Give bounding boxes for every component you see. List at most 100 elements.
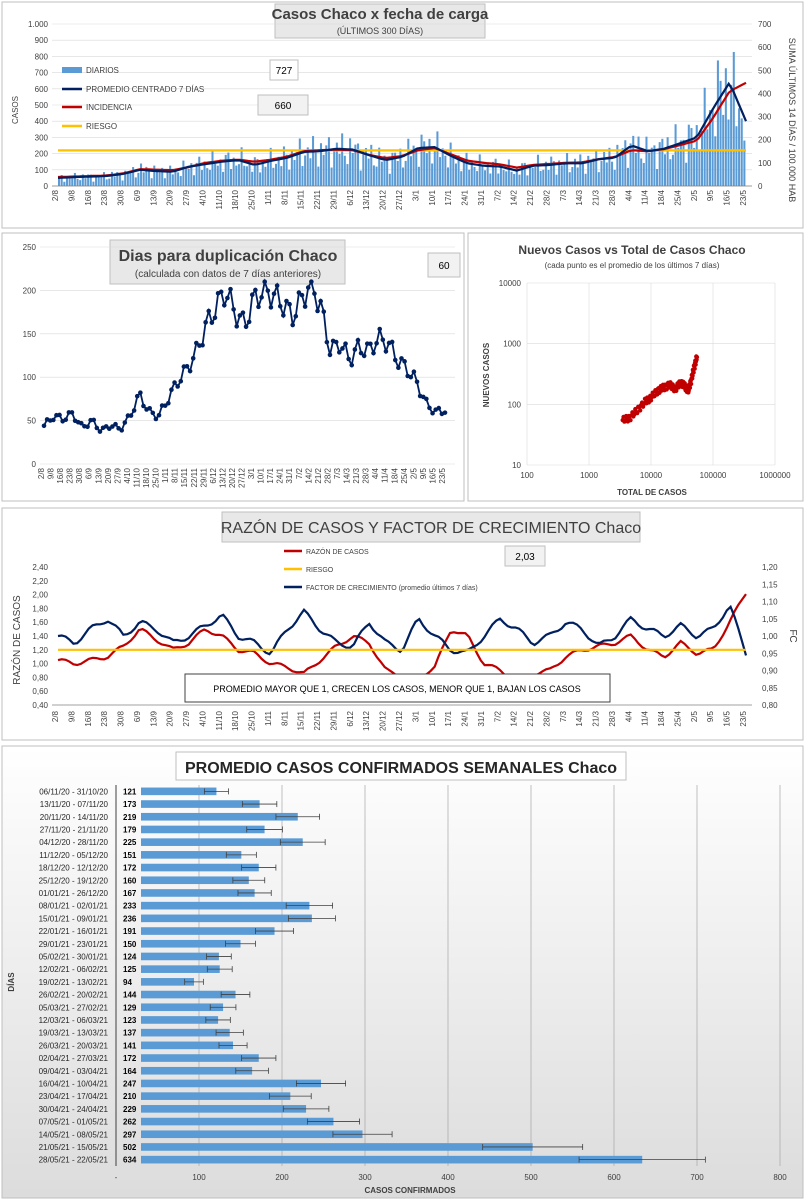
- daily-bar: [407, 138, 410, 186]
- daily-bar: [640, 158, 643, 186]
- duplication-point: [141, 403, 146, 409]
- weekly-bar: [141, 939, 241, 948]
- category-label: 16/04/21 - 10/04/21: [39, 1079, 109, 1088]
- x-tick-label: 16/5: [723, 710, 732, 726]
- y2-tick-label: 400: [758, 89, 772, 98]
- x-tick-label: 100000: [700, 471, 727, 480]
- duplication-point: [194, 340, 199, 346]
- y-tick-label: 0,80: [32, 673, 48, 682]
- daily-bar: [187, 168, 190, 186]
- weekly-bar: [141, 800, 260, 808]
- duplication-point: [147, 405, 152, 411]
- daily-bar: [478, 154, 481, 186]
- daily-bar: [716, 60, 719, 186]
- daily-bar: [523, 162, 526, 186]
- category-label: 30/04/21 - 24/04/21: [39, 1105, 109, 1114]
- daily-bar: [60, 174, 63, 186]
- x-tick-label: 27/9: [113, 467, 122, 483]
- daily-bar: [174, 168, 177, 186]
- x-tick-label: 11/10: [215, 189, 224, 209]
- duplication-point: [187, 368, 193, 374]
- scatter-points: [620, 354, 700, 424]
- duplication-point: [374, 341, 379, 346]
- value-label: 129: [123, 1003, 137, 1012]
- y-tick-label: 2,00: [32, 591, 48, 600]
- x-tick-label: 27/9: [182, 189, 191, 205]
- duplication-point: [368, 341, 373, 347]
- x-tick-label: 14/2: [510, 710, 519, 726]
- daily-bar: [510, 171, 513, 186]
- daily-bar: [497, 173, 500, 186]
- daily-bar: [592, 158, 595, 186]
- y-tick-label: 50: [27, 417, 36, 426]
- duplication-point: [131, 408, 137, 413]
- daily-bar: [116, 172, 119, 186]
- x-tick-label: 1/11: [161, 467, 170, 483]
- x-tick-label: 1/11: [264, 189, 273, 205]
- duplication-point: [383, 349, 389, 354]
- daily-bar: [367, 158, 370, 186]
- category-label: 12/03/21 - 06/03/21: [39, 1016, 109, 1025]
- duplication-point: [119, 428, 125, 433]
- title-box: [175, 751, 627, 781]
- category-label: 25/12/20 - 19/12/20: [39, 876, 109, 885]
- daily-bar: [380, 161, 383, 186]
- daily-bar: [166, 171, 169, 186]
- daily-bar: [89, 174, 92, 186]
- chart-title: Dias para duplicación Chaco: [119, 248, 338, 265]
- x-tick-label: 25/10: [248, 710, 257, 731]
- duplication-point: [389, 339, 395, 345]
- daily-bar: [698, 150, 701, 186]
- x-tick-label: 9/5: [419, 467, 428, 479]
- daily-bar: [158, 172, 161, 186]
- daily-bar: [227, 152, 230, 186]
- x-tick-label: 9/8: [47, 467, 56, 479]
- daily-bar: [126, 171, 129, 186]
- duplication-point: [234, 324, 240, 329]
- daily-bar: [499, 165, 502, 186]
- value-label: 502: [123, 1143, 137, 1152]
- daily-bar: [322, 154, 325, 186]
- callout-203: 2,03: [515, 552, 535, 563]
- x-tick-label: 16/8: [84, 189, 93, 205]
- weekly-bar: [141, 787, 217, 796]
- y-axis-right-label: SUMA ÚLTIMOS 14 DÍAS / 100.000 HAB: [787, 38, 797, 202]
- daily-bar: [256, 159, 259, 186]
- daily-bar: [653, 145, 656, 186]
- weekly-bar: [141, 1041, 234, 1050]
- grid: [526, 282, 776, 466]
- x-tick-label: 13/9: [149, 189, 158, 205]
- duplication-point: [277, 303, 283, 309]
- scatter-point: [691, 370, 696, 375]
- y-tick-label: 900: [35, 36, 49, 45]
- duplication-point: [169, 387, 174, 393]
- daily-bar: [335, 142, 338, 186]
- x-tick-label: 28/2: [323, 467, 332, 483]
- x-tick-label: 27/12: [395, 189, 404, 210]
- daily-bar: [195, 162, 198, 186]
- daily-bar: [97, 175, 100, 186]
- daily-bar: [685, 162, 688, 186]
- duplication-point: [206, 308, 212, 314]
- x-tick-label: 18/4: [390, 467, 399, 483]
- daily-bar: [108, 178, 111, 186]
- x-tick-label: 9/5: [706, 710, 715, 722]
- value-label: 164: [123, 1067, 137, 1076]
- x-tick-label: 28/3: [608, 710, 617, 726]
- x-tick-label: 20/9: [104, 467, 113, 483]
- daily-bar: [642, 163, 645, 186]
- note-text: PROMEDIO MAYOR QUE 1, CRECEN LOS CASOS, …: [213, 684, 580, 694]
- x-tick-label: 3/1: [247, 467, 256, 479]
- category-label: 26/02/21 - 20/02/21: [39, 991, 109, 1000]
- category-label: 20/11/20 - 14/11/20: [40, 813, 109, 822]
- y2-tick-label: 700: [758, 20, 772, 29]
- x-tick-label: 25/4: [673, 189, 682, 205]
- weekly-bar: [141, 1155, 643, 1164]
- y2-tick-label: 0,85: [762, 684, 778, 693]
- x-tick-label: 200: [275, 1173, 289, 1182]
- daily-bar: [735, 126, 738, 186]
- callout-727: 727: [276, 66, 293, 77]
- legend-label-fc: FACTOR DE CRECIMIENTO (promedio últimos …: [306, 585, 478, 592]
- daily-bar: [489, 173, 492, 186]
- daily-bar: [147, 171, 151, 186]
